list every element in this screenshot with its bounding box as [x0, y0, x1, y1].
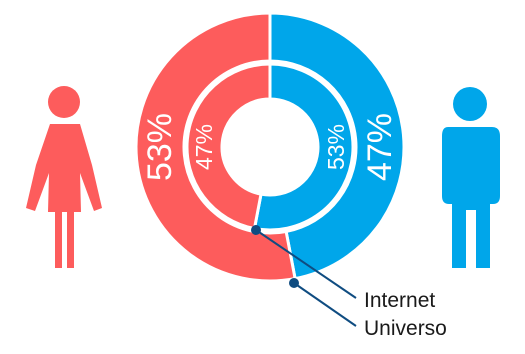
- male-icon: [442, 87, 500, 268]
- callout-line-internet: [255, 229, 357, 299]
- label-internet-female: 47%: [191, 124, 217, 170]
- callout-label-internet: Internet: [364, 289, 436, 312]
- label-universo-male: 47%: [361, 113, 399, 181]
- callout-label-universo: Universo: [364, 317, 447, 340]
- slice-internet-female: [185, 62, 272, 231]
- donut-hole: [224, 101, 316, 193]
- callout-dot-internet: [251, 225, 261, 235]
- slice-internet-male: [252, 62, 355, 232]
- female-icon: [26, 86, 102, 268]
- donut-rings: [134, 11, 406, 283]
- callout-line-universo: [293, 282, 357, 327]
- label-universo-female: 53%: [141, 113, 179, 181]
- label-internet-male: 53%: [323, 124, 349, 170]
- slice-universo-female: [134, 11, 297, 283]
- callout-dot-universo: [289, 278, 299, 288]
- slice-labels: 47% 53% 53% 47%: [141, 113, 399, 181]
- callouts: [251, 225, 357, 327]
